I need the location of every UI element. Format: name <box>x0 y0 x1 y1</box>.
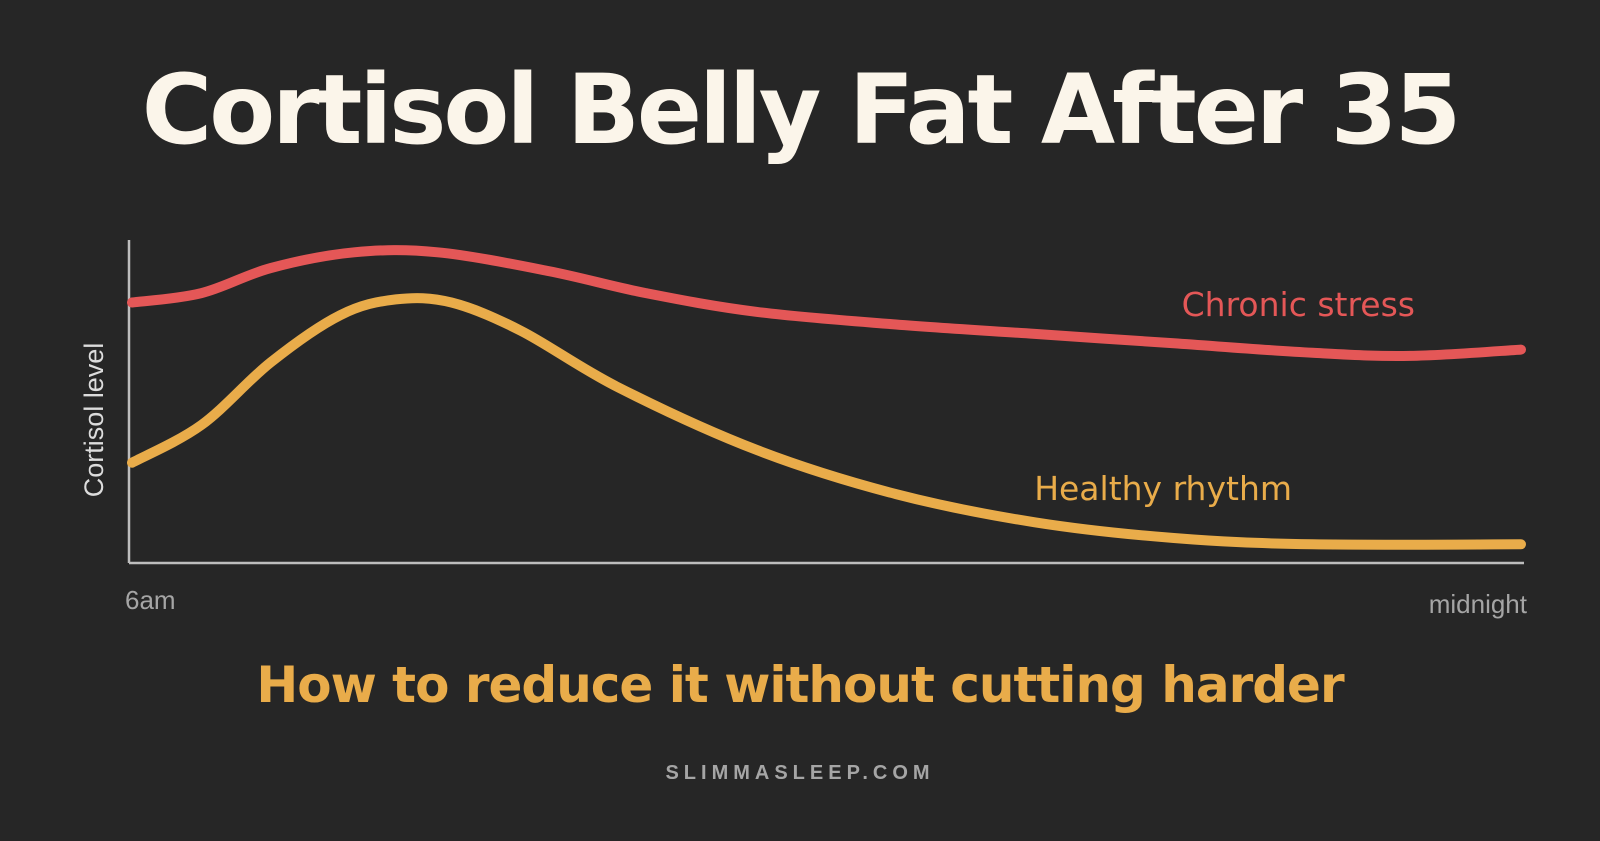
y-axis-label: Cortisol level <box>79 343 109 498</box>
series-line-chronic-stress <box>127 245 1526 361</box>
series-label-healthy-rhythm: Healthy rhythm <box>1034 469 1292 508</box>
series-label-chronic-stress: Chronic stress <box>1182 285 1415 324</box>
site-url: SLIMMASLEEP.COM <box>665 762 935 784</box>
subtitle: How to reduce it without cutting harder <box>256 656 1344 714</box>
x-tick-label-start: 6am <box>125 585 176 615</box>
x-tick-label-end: midnight <box>1429 589 1528 619</box>
series-line-healthy-rhythm <box>127 293 1526 550</box>
page-title: Cortisol Belly Fat After 35 <box>141 54 1462 166</box>
